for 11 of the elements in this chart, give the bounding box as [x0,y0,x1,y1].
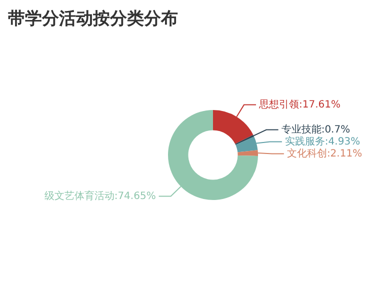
slice-label: 级文艺体育活动 [44,190,114,202]
slice-label: 专业技能 [281,123,322,136]
slice-label: 文化科创 [286,147,327,160]
data-label: :17.61% [299,99,340,110]
data-label: :4.93% [324,136,360,148]
data-label: :0.7% [321,124,350,136]
data-label: :74.65% [114,190,156,202]
chart-title: 带学分活动按分类分布 [8,8,179,31]
slice-label: 思想引领 [258,98,299,110]
data-label: :2.11% [326,148,362,160]
slice-label: 实践服务 [284,135,325,148]
